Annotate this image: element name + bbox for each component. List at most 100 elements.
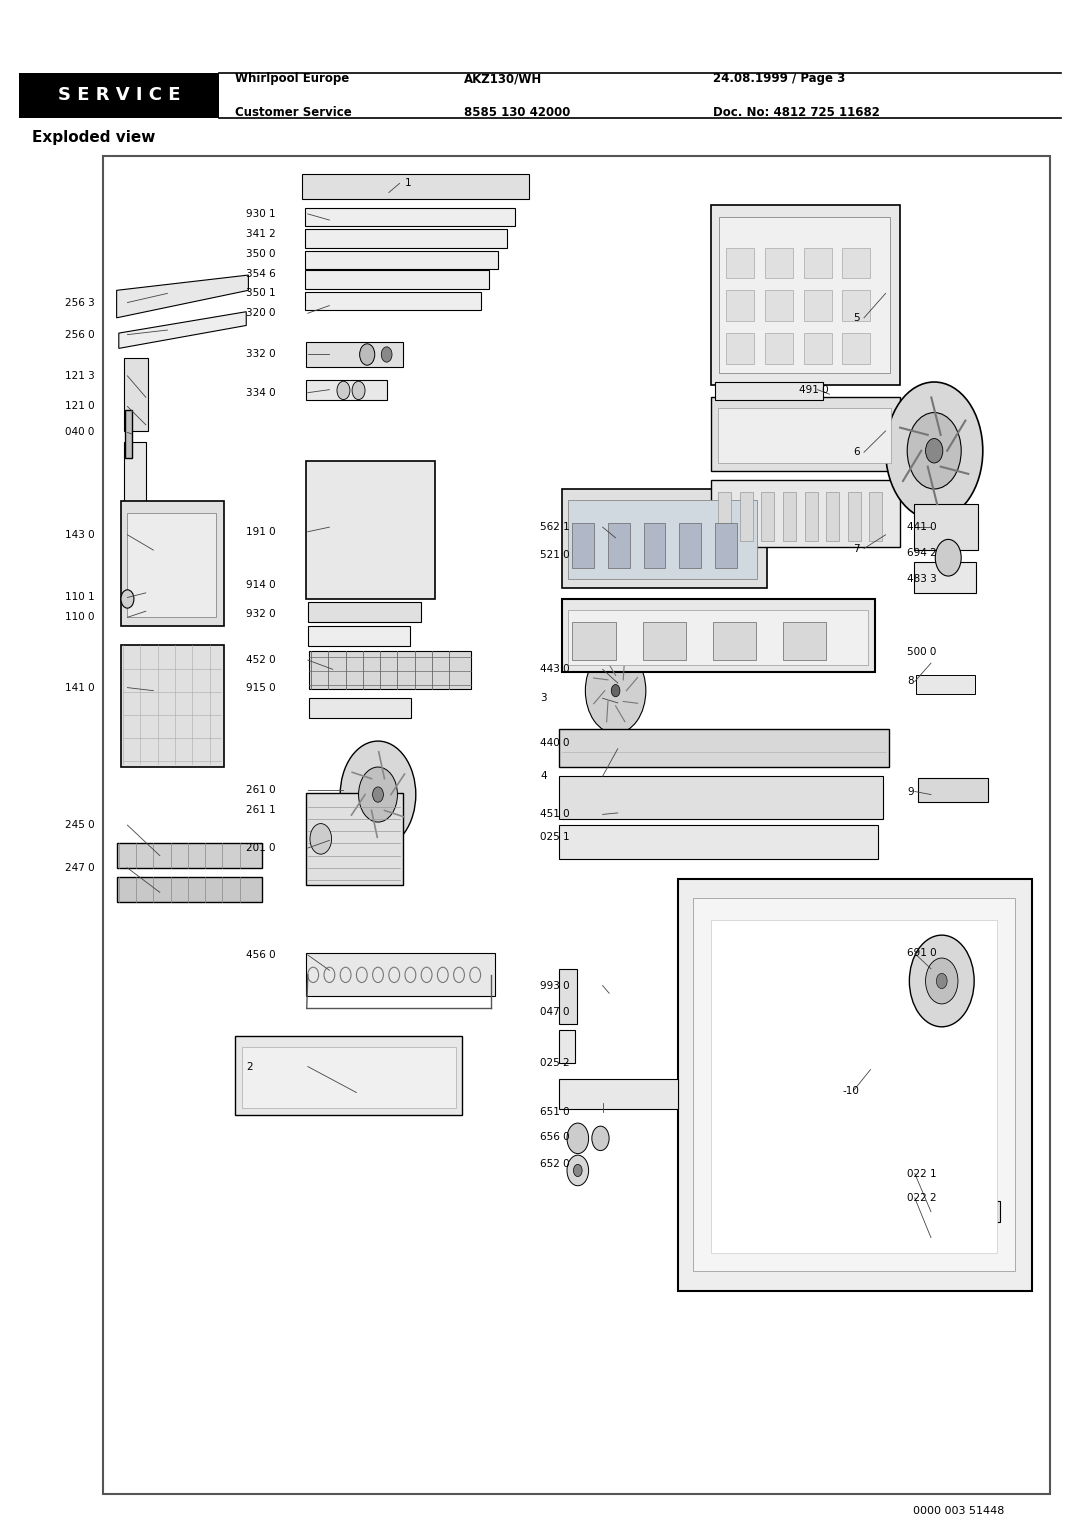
Bar [713, 622, 756, 660]
Bar [916, 1229, 994, 1248]
Bar [693, 898, 1015, 1271]
Bar [309, 651, 471, 689]
Circle shape [310, 824, 332, 854]
Text: AKZ130/WH: AKZ130/WH [464, 72, 542, 86]
Circle shape [935, 539, 961, 576]
Bar [124, 358, 148, 431]
Circle shape [381, 347, 392, 362]
Circle shape [592, 1126, 609, 1151]
Text: 256 0: 256 0 [65, 330, 94, 339]
Bar [125, 410, 132, 458]
Text: 5: 5 [853, 313, 860, 322]
Bar [572, 523, 594, 568]
Bar [306, 342, 403, 367]
Bar [914, 562, 976, 593]
Circle shape [340, 741, 416, 848]
Text: 110 1: 110 1 [65, 593, 94, 602]
Text: 694 2: 694 2 [907, 549, 937, 558]
Text: 652 0: 652 0 [540, 1160, 569, 1169]
Bar [804, 333, 832, 364]
Bar [306, 953, 495, 996]
Polygon shape [119, 312, 246, 348]
Bar [718, 408, 891, 463]
Text: 121 0: 121 0 [65, 402, 94, 411]
Bar [916, 675, 975, 694]
Text: 443 0: 443 0 [540, 665, 569, 674]
Bar [608, 523, 630, 568]
Text: 025 2: 025 2 [540, 1059, 569, 1068]
Text: 452 0: 452 0 [246, 656, 275, 665]
Text: 040 0: 040 0 [65, 428, 94, 437]
Text: 191 0: 191 0 [246, 527, 275, 536]
Circle shape [337, 380, 350, 399]
Text: 491 0: 491 0 [799, 385, 828, 394]
Circle shape [907, 413, 961, 489]
Bar [643, 622, 686, 660]
Bar [826, 492, 839, 541]
Bar [711, 920, 997, 1253]
Text: 341 2: 341 2 [246, 229, 276, 238]
Text: 915 0: 915 0 [246, 683, 275, 692]
Text: 914 0: 914 0 [246, 581, 275, 590]
Text: 440 0: 440 0 [540, 738, 569, 747]
Bar [309, 698, 411, 718]
Text: S E R V I C E: S E R V I C E [58, 87, 180, 104]
Text: 047 0: 047 0 [540, 1007, 569, 1016]
Text: 500 0: 500 0 [907, 648, 936, 657]
Bar [305, 208, 515, 226]
Text: 8585 130 42000: 8585 130 42000 [464, 105, 570, 119]
Bar [559, 1030, 575, 1063]
Text: 24.08.1999 / Page 3: 24.08.1999 / Page 3 [713, 72, 845, 86]
Text: 451 0: 451 0 [540, 810, 569, 819]
Text: 456 0: 456 0 [246, 950, 275, 960]
Text: 1: 1 [405, 179, 411, 188]
Bar [305, 229, 507, 248]
Bar [117, 877, 262, 902]
Text: 201 0: 201 0 [246, 843, 275, 853]
Text: 320 0: 320 0 [246, 309, 275, 318]
Bar [726, 290, 754, 321]
Bar [559, 969, 577, 1024]
Circle shape [121, 590, 134, 608]
Circle shape [585, 648, 646, 733]
Bar [235, 1036, 462, 1115]
Circle shape [567, 1123, 589, 1154]
Text: 354 6: 354 6 [246, 269, 276, 278]
Bar [805, 492, 818, 541]
Text: Doc. No: 4812 725 11682: Doc. No: 4812 725 11682 [713, 105, 880, 119]
Text: 483 3: 483 3 [907, 575, 937, 584]
Text: 350 1: 350 1 [246, 289, 275, 298]
Text: Whirlpool Europe: Whirlpool Europe [235, 72, 350, 86]
Bar [306, 461, 435, 599]
Bar [678, 879, 1032, 1291]
Bar [842, 333, 870, 364]
Bar [562, 489, 767, 588]
Text: 110 0: 110 0 [65, 613, 94, 622]
Bar [306, 793, 403, 885]
Bar [305, 251, 498, 269]
Text: 521 0: 521 0 [540, 550, 569, 559]
Text: 141 0: 141 0 [65, 683, 94, 692]
Bar [715, 382, 823, 400]
Bar [559, 825, 878, 859]
Bar [679, 523, 701, 568]
Bar [308, 602, 421, 622]
Circle shape [359, 767, 397, 822]
Bar [761, 492, 774, 541]
Text: 3: 3 [540, 694, 546, 703]
Bar [242, 1047, 456, 1108]
Text: 0000 003 51448: 0000 003 51448 [913, 1505, 1004, 1516]
Circle shape [926, 958, 958, 1004]
Bar [765, 290, 793, 321]
Bar [302, 174, 529, 199]
Bar [568, 500, 757, 579]
Text: 332 0: 332 0 [246, 350, 275, 359]
Text: 022 2: 022 2 [907, 1193, 936, 1203]
Text: Customer Service: Customer Service [235, 105, 352, 119]
Bar [121, 501, 224, 626]
Bar [644, 523, 665, 568]
Bar [305, 292, 481, 310]
Text: 245 0: 245 0 [65, 821, 94, 830]
Bar [726, 333, 754, 364]
Text: 022 1: 022 1 [907, 1169, 936, 1178]
